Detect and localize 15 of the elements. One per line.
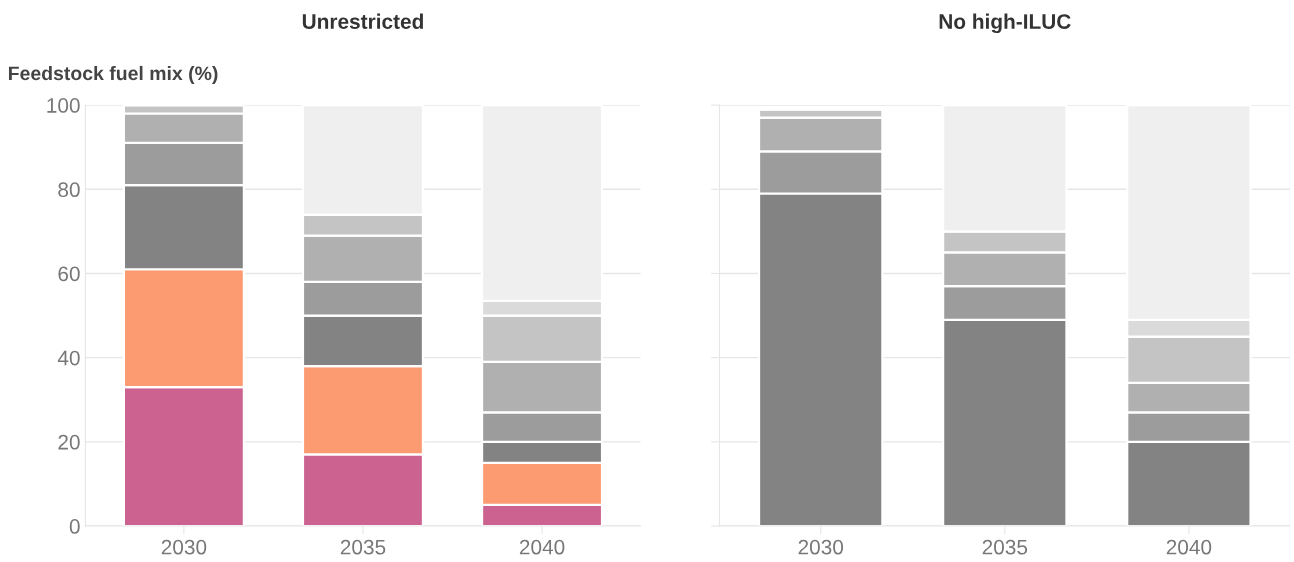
x-tick-label: 2040 <box>519 539 565 555</box>
y-tick-label: 0 <box>69 519 80 534</box>
y-tick-label: 60 <box>58 266 80 282</box>
y-tick-label: 40 <box>57 350 80 366</box>
y-tick-label: 20 <box>58 434 80 450</box>
chart-title: No high-ILUC <box>939 13 1071 34</box>
x-tick-label: 2030 <box>798 539 844 555</box>
y-tick-label: 100 <box>47 98 80 113</box>
y-tick-label: 80 <box>58 182 80 198</box>
y-axis-title: Feedstock fuel mix (%) <box>8 65 218 85</box>
x-tick-label: 2035 <box>340 539 386 555</box>
x-tick-label: 2040 <box>1166 539 1212 555</box>
x-tick-label: 2030 <box>161 539 207 555</box>
x-tick-label: 2035 <box>982 539 1028 555</box>
chart-title: Unrestricted <box>302 13 423 29</box>
